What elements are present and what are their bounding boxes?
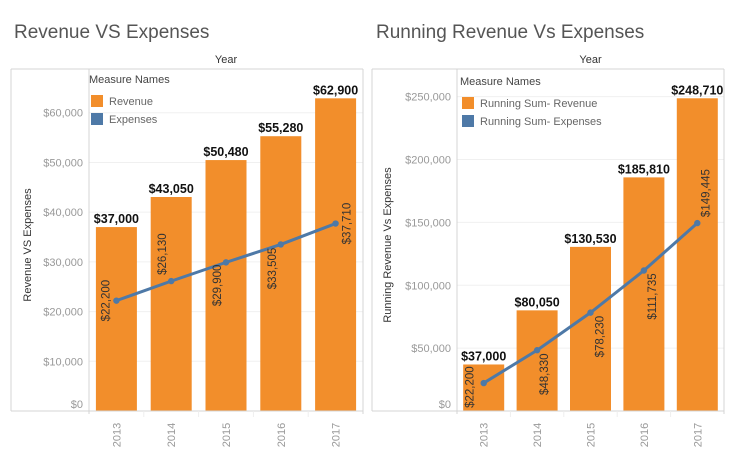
line-point-2013 <box>480 379 487 387</box>
chart-title: Revenue VS Expenses <box>14 22 209 43</box>
y-tick-label: $20,000 <box>43 307 83 319</box>
x-tick-label: 2013 <box>479 423 491 447</box>
bar-label: $130,530 <box>564 232 616 246</box>
chart-2: Running Revenue Vs Expenses Year $0 $50,000… <box>371 22 725 447</box>
column-header: Year <box>579 54 602 66</box>
x-tick-label: 2014 <box>532 423 544 447</box>
x-tick-label: 2016 <box>276 423 288 447</box>
line-label: $149,445 <box>700 169 712 217</box>
legend-swatch <box>91 95 103 107</box>
x-tick-label: 2014 <box>166 423 178 447</box>
x-tick-label: 2017 <box>331 423 343 447</box>
legend-title: Measure Names <box>89 74 170 86</box>
bar-2014 <box>516 310 558 411</box>
x-tick-label: 2016 <box>639 423 651 447</box>
bar-2015 <box>570 246 611 411</box>
bar-2016 <box>260 136 302 411</box>
bar-label: $55,280 <box>258 121 303 135</box>
bar-2015 <box>205 160 247 411</box>
line-label: $26,130 <box>157 233 169 275</box>
legend-title: Measure Names <box>460 76 541 88</box>
legend: Measure Names Revenue Expenses <box>89 74 170 126</box>
y-tick-label: $100,000 <box>405 280 451 292</box>
bar-label: $80,050 <box>515 295 560 309</box>
legend-swatch <box>462 97 474 109</box>
y-tick-label: $0 <box>71 399 83 411</box>
legend-item: Running Sum- Expenses <box>480 116 602 128</box>
y-axis-title: Revenue VS Expenses <box>22 188 34 302</box>
bar-2013 <box>95 227 137 411</box>
line-point-2017 <box>332 220 339 227</box>
line-label: $29,900 <box>212 265 224 307</box>
line-label: $111,735 <box>647 273 659 319</box>
bar-label: $185,810 <box>618 162 670 176</box>
bar-2017 <box>315 98 357 411</box>
bar-2016 <box>623 177 665 411</box>
line-label: $22,200 <box>465 366 477 408</box>
line-label: $22,200 <box>100 280 112 322</box>
line-point-2016 <box>640 267 648 274</box>
chart-1: Revenue VS Expenses Year $0 $10,000 $20,000 $… <box>10 22 364 447</box>
line-point-2015 <box>222 259 230 266</box>
x-tick-label: 2015 <box>586 423 598 447</box>
bar-label: $37,000 <box>94 212 139 226</box>
bar-2013 <box>463 364 505 411</box>
y-axis-title: Running Revenue Vs Expenses <box>382 167 394 323</box>
y-tick-label: $10,000 <box>43 356 83 368</box>
legend-item: Expenses <box>109 114 158 126</box>
y-tick-label: $50,000 <box>43 157 83 169</box>
legend-item: Revenue <box>109 96 153 108</box>
chart-title: Running Revenue Vs Expenses <box>376 22 644 43</box>
bar-2014 <box>150 197 192 411</box>
legend-swatch <box>462 115 474 127</box>
x-tick-label: 2013 <box>111 423 123 447</box>
bar-label: $37,000 <box>461 349 506 363</box>
y-tick-label: $50,000 <box>411 343 451 355</box>
line-point-2017 <box>694 219 701 227</box>
y-tick-label: $60,000 <box>43 108 83 120</box>
bar-label: $50,480 <box>203 145 248 159</box>
line-label: $37,710 <box>342 203 354 245</box>
legend: Measure Names Running Sum- Revenue Running… <box>460 76 602 128</box>
line-label: $33,505 <box>267 248 279 290</box>
line-point-2015 <box>587 309 594 316</box>
line-label: $78,230 <box>595 316 607 358</box>
line-point-2014 <box>168 277 175 285</box>
y-tick-label: $30,000 <box>43 257 83 269</box>
column-header: Year <box>215 54 238 66</box>
bar-label: $248,710 <box>671 83 723 97</box>
line-point-2016 <box>277 241 284 248</box>
bar-label: $43,050 <box>149 182 194 196</box>
y-tick-label: $250,000 <box>405 92 451 104</box>
bar-2017 <box>676 98 718 411</box>
y-tick-label: $0 <box>439 399 451 411</box>
line-point-2014 <box>533 347 541 354</box>
y-tick-label: $40,000 <box>43 207 83 219</box>
legend-swatch <box>91 113 103 125</box>
bar-label: $62,900 <box>313 83 358 97</box>
y-tick-label: $150,000 <box>405 217 451 229</box>
x-tick-label: 2017 <box>692 423 704 447</box>
line-label: $48,330 <box>539 353 551 395</box>
x-tick-label: 2015 <box>221 423 233 447</box>
legend-item: Running Sum- Revenue <box>480 98 597 110</box>
y-tick-label: $200,000 <box>405 155 451 167</box>
line-point-2013 <box>113 297 120 304</box>
